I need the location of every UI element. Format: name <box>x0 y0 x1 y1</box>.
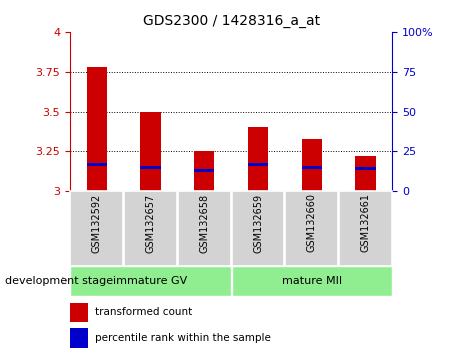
Bar <box>248 127 268 191</box>
Text: GSM132592: GSM132592 <box>92 193 102 253</box>
Bar <box>232 191 284 266</box>
Bar <box>355 167 376 170</box>
Bar <box>70 266 230 296</box>
Bar <box>70 329 87 348</box>
Bar <box>248 162 268 166</box>
Text: GSM132661: GSM132661 <box>360 193 371 252</box>
Bar <box>302 166 322 169</box>
Text: development stage: development stage <box>5 275 113 286</box>
Bar <box>285 191 338 266</box>
Bar <box>232 266 392 296</box>
Text: transformed count: transformed count <box>95 308 192 318</box>
Text: GSM132657: GSM132657 <box>146 193 156 253</box>
Text: mature MII: mature MII <box>282 275 342 286</box>
Text: percentile rank within the sample: percentile rank within the sample <box>95 333 271 343</box>
Text: immature GV: immature GV <box>113 275 188 286</box>
Bar <box>70 303 87 322</box>
Bar <box>87 162 107 166</box>
Text: GSM132658: GSM132658 <box>199 193 209 252</box>
Bar <box>140 166 161 169</box>
Bar <box>302 138 322 191</box>
Bar <box>194 152 215 191</box>
Bar <box>70 191 123 266</box>
Title: GDS2300 / 1428316_a_at: GDS2300 / 1428316_a_at <box>143 14 320 28</box>
Bar <box>194 169 215 172</box>
Bar <box>124 191 177 266</box>
Text: GSM132660: GSM132660 <box>307 193 317 252</box>
Bar <box>140 112 161 191</box>
Bar <box>355 156 376 191</box>
Bar <box>87 67 107 191</box>
Bar <box>178 191 230 266</box>
Bar <box>339 191 392 266</box>
Text: GSM132659: GSM132659 <box>253 193 263 252</box>
